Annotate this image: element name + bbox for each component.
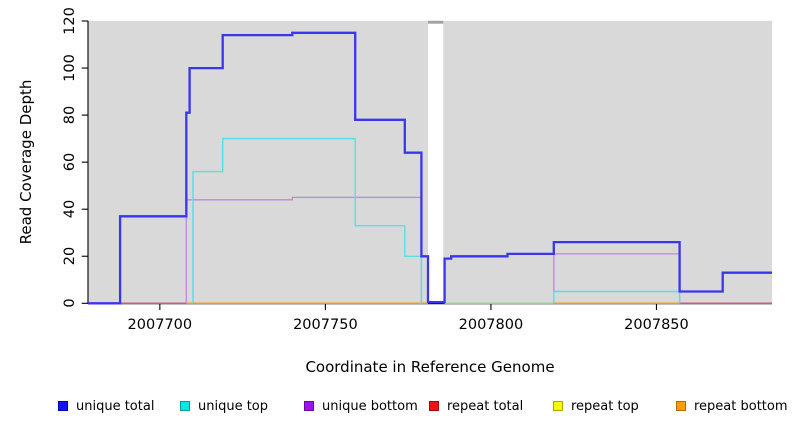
legend-item-repeat-top: repeat top <box>553 396 639 416</box>
legend-label: repeat total <box>447 398 524 414</box>
legend-item-repeat-bottom: repeat bottom <box>676 396 788 416</box>
y-tick-label: 100 <box>62 54 78 82</box>
series-line-unique-top <box>192 137 423 304</box>
chart-legend: unique total unique top unique bottom repea… <box>0 396 792 420</box>
y-tick-label: 60 <box>62 152 78 172</box>
x-tick-label: 2007700 <box>127 317 193 333</box>
legend-label: repeat top <box>571 398 639 414</box>
legend-swatch-icon <box>58 401 68 411</box>
x-tick-label: 2007800 <box>458 317 524 333</box>
legend-label: unique top <box>198 398 269 414</box>
legend-item-repeat-total: repeat total <box>429 396 523 416</box>
series-line-unique-top <box>553 290 681 304</box>
y-tick-label: 80 <box>62 105 78 125</box>
legend-swatch-icon <box>304 401 314 411</box>
y-tick-label: 20 <box>62 247 78 266</box>
legend-swatch-icon <box>676 401 686 411</box>
legend-label: unique total <box>76 398 155 414</box>
x-tick-label: 2007850 <box>624 317 689 333</box>
y-tick-label: 0 <box>62 298 78 308</box>
x-axis-title: Coordinate in Reference Genome <box>305 358 555 376</box>
x-tick-label: 2007750 <box>293 317 358 333</box>
legend-label: unique bottom <box>322 398 418 414</box>
y-tick-label: 40 <box>62 199 78 219</box>
legend-label: repeat bottom <box>694 398 788 414</box>
no-data-gap-band <box>428 19 444 302</box>
y-tick-label: 120 <box>62 7 78 35</box>
legend-swatch-icon <box>429 401 439 411</box>
legend-item-unique-top: unique top <box>180 396 268 416</box>
legend-swatch-icon <box>553 401 563 411</box>
legend-item-unique-total: unique total <box>58 396 154 416</box>
legend-swatch-icon <box>180 401 190 411</box>
legend-item-unique-bottom: unique bottom <box>304 396 418 416</box>
no-data-gap-cap <box>428 20 444 24</box>
series-line-unique-total <box>88 31 772 305</box>
y-axis-title: Read Coverage Depth <box>17 79 35 245</box>
